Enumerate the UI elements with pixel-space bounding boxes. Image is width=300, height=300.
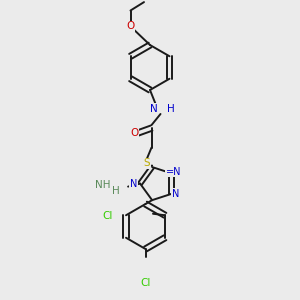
Text: S: S: [143, 158, 150, 169]
Text: Cl: Cl: [103, 211, 113, 221]
Text: N: N: [150, 103, 158, 114]
Text: H: H: [112, 186, 120, 197]
Text: O: O: [126, 21, 135, 32]
Text: N: N: [172, 189, 179, 199]
Text: NH: NH: [95, 180, 111, 190]
Text: =N: =N: [166, 167, 182, 177]
Text: O: O: [130, 128, 138, 139]
Text: Cl: Cl: [140, 278, 151, 289]
Text: H: H: [167, 103, 175, 114]
Text: N: N: [130, 178, 137, 189]
